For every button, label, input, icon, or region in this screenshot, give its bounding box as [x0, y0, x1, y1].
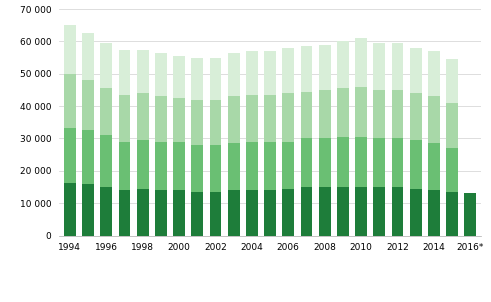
- Bar: [373, 43, 385, 90]
- Bar: [173, 98, 185, 142]
- Bar: [391, 187, 404, 236]
- Bar: [82, 80, 94, 130]
- Bar: [210, 145, 221, 192]
- Bar: [246, 142, 258, 190]
- Bar: [228, 53, 240, 96]
- Bar: [118, 95, 130, 142]
- Bar: [337, 137, 349, 187]
- Bar: [428, 190, 440, 236]
- Bar: [264, 142, 276, 190]
- Bar: [228, 190, 240, 236]
- Bar: [155, 53, 167, 96]
- Bar: [100, 88, 112, 135]
- Bar: [100, 43, 112, 88]
- Bar: [282, 142, 294, 189]
- Bar: [136, 93, 149, 140]
- Bar: [191, 145, 203, 192]
- Bar: [191, 58, 203, 100]
- Bar: [173, 142, 185, 190]
- Bar: [410, 189, 422, 236]
- Bar: [300, 92, 312, 139]
- Bar: [155, 142, 167, 190]
- Bar: [64, 74, 76, 128]
- Bar: [118, 50, 130, 95]
- Bar: [319, 139, 330, 187]
- Bar: [246, 95, 258, 142]
- Bar: [118, 142, 130, 190]
- Bar: [100, 187, 112, 236]
- Bar: [464, 193, 476, 236]
- Bar: [210, 58, 221, 100]
- Bar: [210, 100, 221, 145]
- Bar: [391, 139, 404, 187]
- Bar: [446, 103, 458, 148]
- Bar: [391, 90, 404, 139]
- Bar: [373, 90, 385, 139]
- Bar: [337, 41, 349, 88]
- Bar: [191, 100, 203, 145]
- Bar: [136, 50, 149, 93]
- Bar: [64, 128, 76, 183]
- Bar: [210, 192, 221, 236]
- Bar: [428, 143, 440, 190]
- Bar: [410, 48, 422, 93]
- Bar: [64, 183, 76, 236]
- Bar: [246, 51, 258, 95]
- Bar: [355, 187, 367, 236]
- Bar: [246, 190, 258, 236]
- Bar: [82, 33, 94, 80]
- Bar: [155, 96, 167, 142]
- Bar: [373, 187, 385, 236]
- Bar: [300, 187, 312, 236]
- Bar: [282, 93, 294, 142]
- Legend: I, II, III, IV: I, II, III, IV: [200, 299, 340, 302]
- Bar: [264, 190, 276, 236]
- Bar: [319, 187, 330, 236]
- Bar: [282, 48, 294, 93]
- Bar: [300, 139, 312, 187]
- Bar: [64, 25, 76, 74]
- Bar: [282, 189, 294, 236]
- Bar: [337, 187, 349, 236]
- Bar: [136, 189, 149, 236]
- Bar: [173, 190, 185, 236]
- Bar: [191, 192, 203, 236]
- Bar: [118, 190, 130, 236]
- Bar: [319, 90, 330, 139]
- Bar: [428, 96, 440, 143]
- Bar: [355, 137, 367, 187]
- Bar: [173, 56, 185, 98]
- Bar: [428, 51, 440, 96]
- Bar: [136, 140, 149, 189]
- Bar: [228, 143, 240, 190]
- Bar: [446, 148, 458, 192]
- Bar: [228, 96, 240, 143]
- Bar: [446, 192, 458, 236]
- Bar: [82, 184, 94, 236]
- Bar: [391, 43, 404, 90]
- Bar: [319, 45, 330, 90]
- Bar: [410, 93, 422, 140]
- Bar: [155, 190, 167, 236]
- Bar: [373, 139, 385, 187]
- Bar: [300, 46, 312, 92]
- Bar: [410, 140, 422, 189]
- Bar: [264, 95, 276, 142]
- Bar: [264, 51, 276, 95]
- Bar: [355, 38, 367, 87]
- Bar: [100, 135, 112, 187]
- Bar: [446, 59, 458, 103]
- Bar: [355, 87, 367, 137]
- Bar: [82, 130, 94, 184]
- Bar: [337, 88, 349, 137]
